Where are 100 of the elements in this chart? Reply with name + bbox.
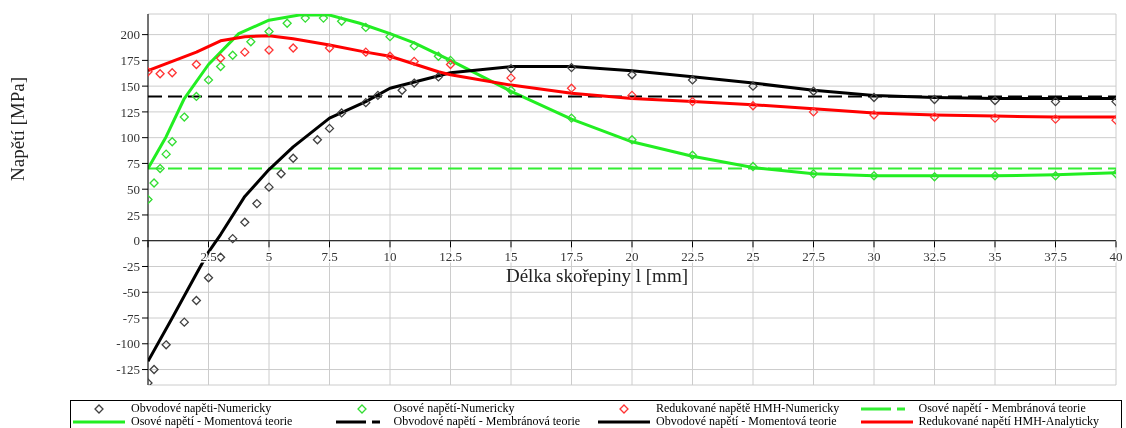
point xyxy=(1050,96,1061,107)
point xyxy=(179,112,189,122)
point xyxy=(1050,171,1061,181)
point xyxy=(300,14,310,23)
point xyxy=(179,317,189,327)
y-tick-label: 75 xyxy=(127,156,140,172)
point xyxy=(445,55,456,66)
point xyxy=(324,123,335,134)
point xyxy=(687,75,698,85)
x-tick-label: 40 xyxy=(1109,249,1123,265)
point xyxy=(264,45,274,55)
point xyxy=(869,92,879,103)
y-tick-label: -75 xyxy=(122,310,140,326)
x-tick-label: 32.5 xyxy=(923,249,946,265)
x-tick-label: 25 xyxy=(746,249,760,265)
point xyxy=(808,107,819,117)
y-tick-label: -100 xyxy=(116,336,140,352)
point xyxy=(282,18,292,28)
y-tick-label: 0 xyxy=(133,233,140,249)
x-tick-label: 12.5 xyxy=(439,249,462,265)
point xyxy=(264,182,274,192)
point xyxy=(687,150,698,160)
point xyxy=(252,198,262,209)
point xyxy=(324,43,335,53)
point xyxy=(228,234,238,244)
x-tick-label: 7.5 xyxy=(321,249,338,265)
point xyxy=(149,178,159,188)
legend-label: Osové napětí - Membránová teorie xyxy=(918,401,1086,415)
x-tick-label: 35 xyxy=(988,249,1002,265)
x-tick-label: 30 xyxy=(867,249,881,265)
legend-label: Obvodové napěti-Numericky xyxy=(131,401,272,415)
point xyxy=(627,135,637,145)
point xyxy=(240,217,250,227)
point xyxy=(385,32,395,42)
point xyxy=(869,110,879,120)
point xyxy=(288,153,298,163)
point xyxy=(409,78,419,88)
point xyxy=(228,50,238,60)
point xyxy=(748,101,758,111)
point xyxy=(336,16,347,26)
y-tick-label: 175 xyxy=(120,52,140,68)
point xyxy=(155,69,165,79)
point xyxy=(990,95,1000,106)
y-tick-label: 150 xyxy=(120,78,140,94)
point xyxy=(203,75,214,85)
point xyxy=(627,90,637,101)
x-tick-label: 37.5 xyxy=(1044,249,1067,265)
y-axis-title: Napětí [MPa] xyxy=(7,76,29,183)
y-tick-label: 50 xyxy=(127,181,140,197)
point xyxy=(361,97,371,108)
legend-label: Redukované napětě HMH-Numericky xyxy=(656,401,840,415)
point xyxy=(215,61,226,72)
point xyxy=(566,113,577,123)
point xyxy=(161,149,171,159)
legend-label: Redukované napětí HMH-Analyticky xyxy=(918,414,1100,428)
point xyxy=(318,14,329,23)
point xyxy=(155,163,165,174)
x-tick-label: 22.5 xyxy=(681,249,704,265)
point xyxy=(566,62,577,73)
point xyxy=(990,171,1000,181)
y-tick-label: -125 xyxy=(116,362,140,378)
point xyxy=(409,41,419,51)
point xyxy=(191,295,202,306)
y-tick-label: 200 xyxy=(120,27,140,43)
point xyxy=(808,86,819,96)
point xyxy=(409,56,419,67)
point xyxy=(506,73,516,83)
point xyxy=(276,169,286,179)
point xyxy=(748,81,758,91)
x-tick-label: 20 xyxy=(625,249,639,265)
x-tick-label: 27.5 xyxy=(802,249,825,265)
y-tick-label: -50 xyxy=(122,284,140,300)
point xyxy=(808,169,819,179)
point xyxy=(240,47,250,57)
point xyxy=(869,171,879,181)
point xyxy=(748,161,758,172)
point xyxy=(373,90,383,101)
point xyxy=(361,22,371,33)
point xyxy=(149,364,159,375)
point xyxy=(191,59,202,70)
point xyxy=(397,85,407,95)
point xyxy=(203,273,214,283)
point xyxy=(215,53,226,63)
point xyxy=(990,113,1000,123)
x-tick-label: 17.5 xyxy=(560,249,583,265)
point xyxy=(433,51,444,61)
point xyxy=(506,85,516,95)
point xyxy=(167,137,177,147)
point xyxy=(191,91,202,102)
point xyxy=(566,83,577,93)
point xyxy=(167,68,177,78)
y-tick-label: -25 xyxy=(122,259,140,275)
point xyxy=(445,59,456,70)
point xyxy=(312,135,323,145)
point xyxy=(627,70,637,80)
y-tick-label: 125 xyxy=(120,104,140,120)
x-tick-label: 10 xyxy=(383,249,397,265)
x-tick-label: 5 xyxy=(265,249,273,265)
legend-label: Obvodové napětí - Momentová teorie xyxy=(656,414,837,428)
point xyxy=(929,112,940,122)
